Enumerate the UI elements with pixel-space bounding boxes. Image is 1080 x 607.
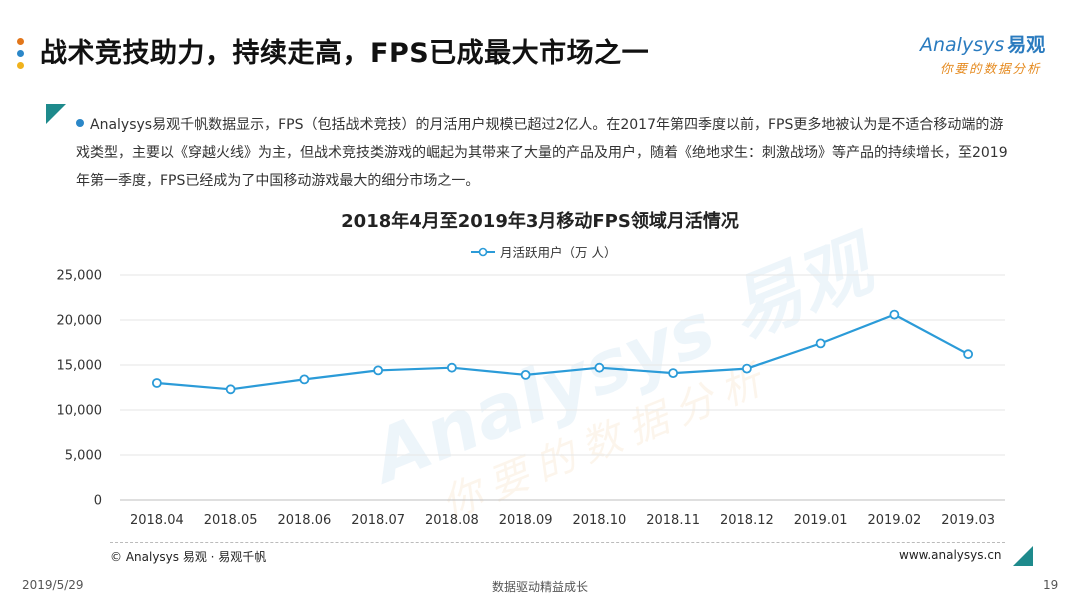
data-point xyxy=(446,362,457,373)
y-tick-label: 25,000 xyxy=(57,269,103,284)
x-tick-label: 2018.08 xyxy=(425,513,479,528)
data-point xyxy=(520,370,531,380)
footer-copyright: © Analysys 易观 · 易观千帆 xyxy=(110,550,267,564)
x-tick-label: 2018.10 xyxy=(572,513,626,528)
data-point xyxy=(299,374,310,385)
x-tick-label: 2019.03 xyxy=(941,513,995,528)
data-point xyxy=(594,362,605,373)
x-tick-label: 2018.05 xyxy=(204,513,258,528)
analysys-logo: Analysys 易观 你要的数据分析 xyxy=(920,30,1060,76)
data-point xyxy=(668,368,679,378)
line-chart: 0 5,000 10,000 15,000 20,000 25,000 2018.04 20… xyxy=(57,269,1005,528)
y-tick-label: 0 xyxy=(94,494,102,509)
x-tick-label: 2018.04 xyxy=(130,513,184,528)
chart-title: 2018年4月至2019年3月移动FPS领域月活情况 xyxy=(341,211,739,232)
bullet-dot-icon xyxy=(76,119,84,127)
footer-divider xyxy=(110,542,1005,543)
data-point xyxy=(151,378,162,388)
footer-website-link[interactable]: www.analysys.cn xyxy=(899,548,1002,562)
footer-date: 2019/5/29 xyxy=(22,578,84,592)
x-tick-label: 2019.02 xyxy=(867,513,921,528)
dot-orange xyxy=(17,38,24,45)
legend-label: 月活跃用户（万 人） xyxy=(500,245,617,260)
y-tick-label: 10,000 xyxy=(57,404,103,419)
bullet-text: Analysys易观千帆数据显示，FPS（包括战术竞技）的月活用户规模已超过2亿… xyxy=(76,117,1008,189)
dot-blue xyxy=(17,50,24,57)
x-tick-label: 2018.11 xyxy=(646,513,700,528)
logo-brand-cn: 易观 xyxy=(1007,34,1046,56)
footer-slogan: 数据驱动精益成长 xyxy=(491,580,588,594)
page-title: 战术竞技助力，持续走高，FPS已成最大市场之一 xyxy=(40,38,650,69)
legend-line-marker-icon xyxy=(471,247,495,256)
data-point xyxy=(889,309,900,320)
data-point xyxy=(741,363,752,374)
data-point xyxy=(815,338,826,349)
series-line xyxy=(156,313,969,391)
x-tick-label: 2019.01 xyxy=(794,513,848,528)
logo-slogan: 你要的数据分析 xyxy=(940,61,1042,76)
chart-legend: 月活跃用户（万 人） xyxy=(470,242,616,261)
data-point xyxy=(963,349,974,360)
data-point xyxy=(373,365,384,376)
title-decoration-dots xyxy=(17,38,25,74)
x-tick-label: 2018.12 xyxy=(720,513,774,528)
bullet-paragraph: Analysys易观千帆数据显示，FPS（包括战术竞技）的月活用户规模已超过2亿… xyxy=(76,111,1016,195)
dot-yellow xyxy=(17,62,24,69)
x-tick-label: 2018.06 xyxy=(277,513,331,528)
page-number: 19 xyxy=(1043,578,1059,592)
data-point xyxy=(225,384,236,395)
y-tick-label: 20,000 xyxy=(57,314,103,329)
y-tick-label: 5,000 xyxy=(65,449,102,464)
x-tick-label: 2018.07 xyxy=(351,513,405,528)
x-tick-label: 2018.09 xyxy=(499,513,553,528)
y-tick-label: 15,000 xyxy=(57,359,103,374)
corner-triangle-top-left xyxy=(46,104,66,124)
logo-brand-en: Analysys xyxy=(920,34,1005,56)
corner-triangle-bottom-right xyxy=(1013,546,1033,566)
